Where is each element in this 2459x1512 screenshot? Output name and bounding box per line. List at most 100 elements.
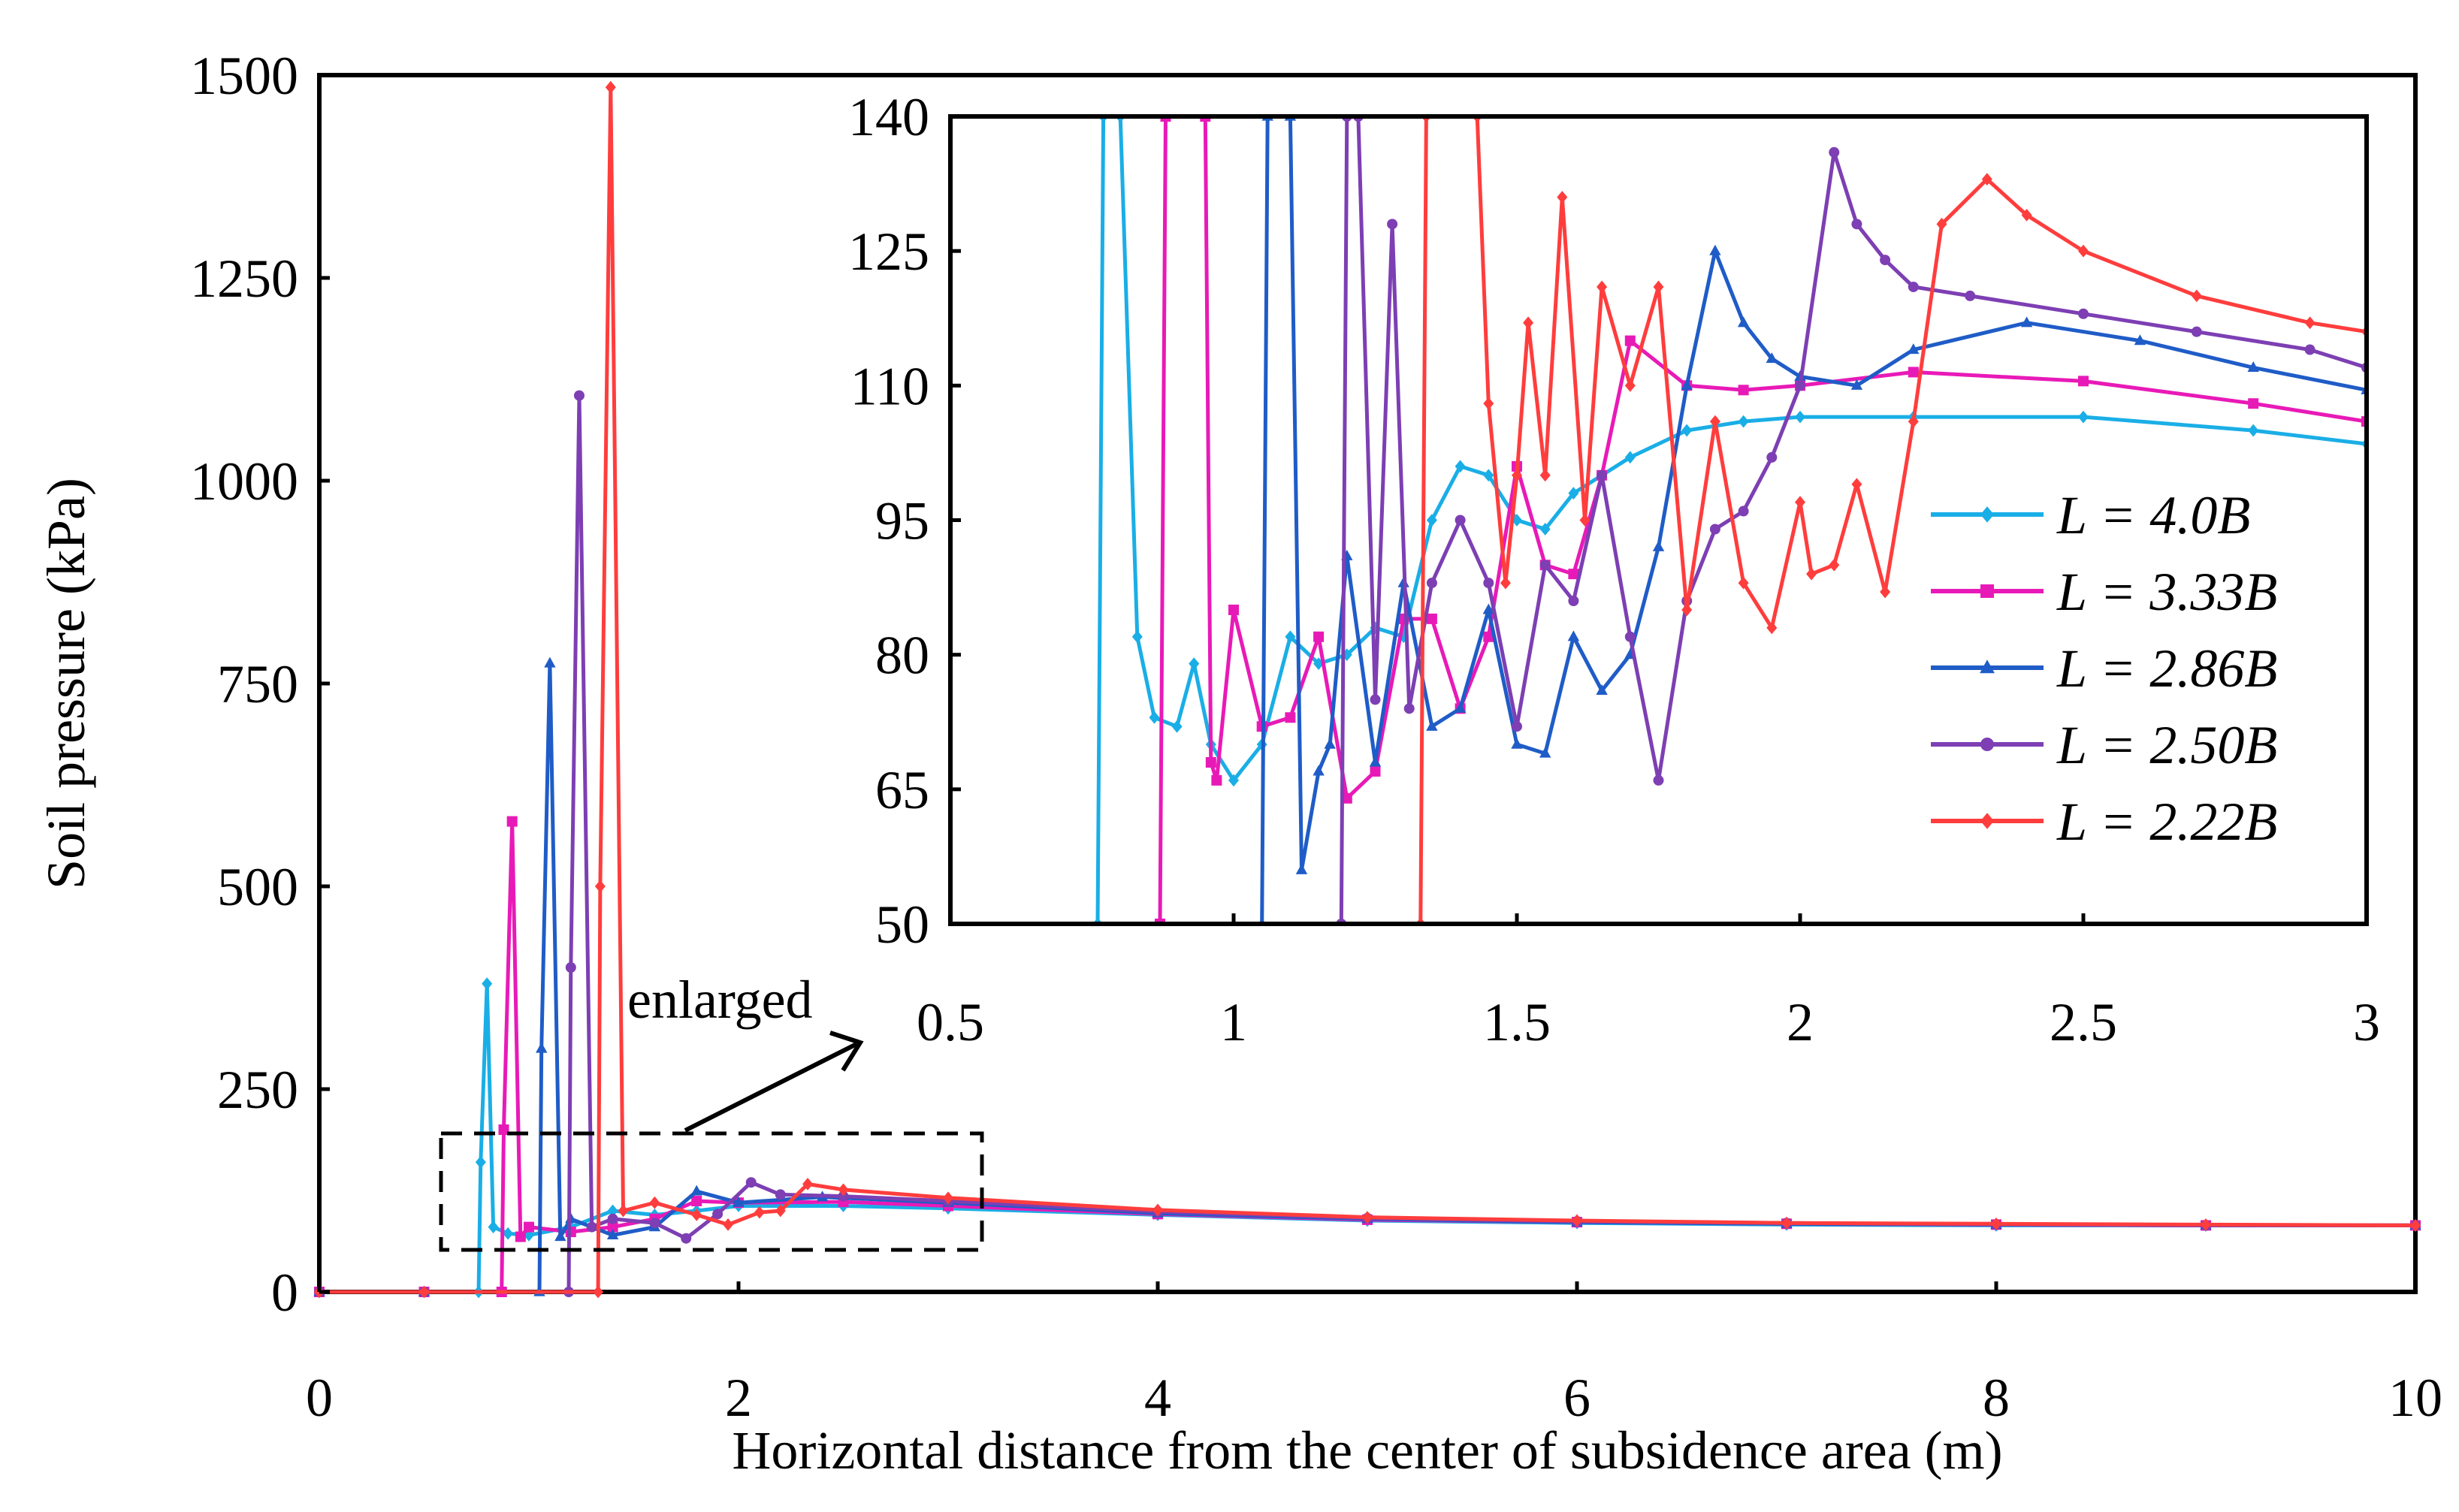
- x-tick-label: 1.5: [1483, 992, 1551, 1052]
- data-point-l-3-33b: [2078, 376, 2089, 387]
- data-point-l-2-50b: [1512, 721, 1522, 732]
- data-point-l-3-33b: [1313, 631, 1325, 642]
- legend-entry-l-2-86b: L = 2.86B: [1931, 638, 2277, 699]
- x-tick-label: 3: [2353, 992, 2380, 1052]
- data-point-l-3-33b: [506, 816, 518, 827]
- data-point-l-2-86b: [1324, 738, 1336, 749]
- data-point-l-3-33b: [1228, 604, 1239, 615]
- data-point-l-2-22b: [2201, 1218, 2211, 1231]
- legend-swatch-marker: [1980, 813, 1994, 829]
- data-point-l-2-86b: [554, 1230, 566, 1242]
- y-tick-label: 1000: [190, 451, 298, 512]
- data-point-l-3-33b: [1341, 792, 1352, 804]
- data-point-l-2-86b: [1511, 738, 1523, 749]
- legend-label: L = 2.86B: [2056, 638, 2277, 699]
- data-point-l-2-86b: [1652, 540, 1665, 551]
- data-point-l-2-22b: [1806, 567, 1817, 581]
- data-point-l-2-50b: [1709, 524, 1720, 535]
- y-tick-label: 0: [271, 1263, 298, 1323]
- y-tick-label: 50: [875, 895, 929, 955]
- data-point-l-2-86b: [1850, 379, 1863, 390]
- data-point-l-3-33b: [2248, 398, 2259, 409]
- data-point-l-2-50b: [1965, 290, 1976, 301]
- data-point-l-2-22b: [691, 1209, 702, 1221]
- data-point-l-4-0b: [1624, 451, 1636, 464]
- data-point-l-4-0b: [1483, 469, 1494, 482]
- data-point-l-2-22b: [1738, 576, 1749, 590]
- data-point-l-2-22b: [594, 880, 606, 893]
- data-point-l-2-22b: [2021, 208, 2032, 222]
- data-point-l-2-50b: [1829, 146, 1840, 158]
- y-tick-label: 95: [875, 491, 929, 551]
- data-point-l-2-22b: [618, 1204, 629, 1218]
- data-point-l-4-0b: [488, 1221, 499, 1233]
- data-point-l-2-22b: [605, 80, 616, 94]
- data-point-l-2-86b: [1681, 379, 1693, 390]
- data-point-l-2-22b: [775, 1204, 786, 1218]
- legend-swatch-marker: [1980, 738, 1994, 751]
- data-point-l-3-33b: [1205, 757, 1216, 768]
- data-point-l-4-0b: [1795, 410, 1805, 424]
- data-point-l-2-22b: [1709, 415, 1720, 428]
- data-point-l-3-33b: [1370, 765, 1381, 777]
- data-point-l-2-22b: [649, 1196, 660, 1209]
- data-point-l-2-22b: [2410, 1219, 2421, 1232]
- data-point-l-2-22b: [723, 1218, 734, 1231]
- data-point-l-2-86b: [733, 1196, 745, 1207]
- data-point-l-4-0b: [1568, 487, 1579, 500]
- series-l-2-22b: [314, 80, 2421, 1299]
- data-point-l-2-22b: [1795, 496, 1805, 509]
- data-point-l-2-50b: [1766, 451, 1778, 463]
- data-point-l-2-50b: [2191, 326, 2202, 337]
- data-point-l-4-0b: [1149, 711, 1160, 724]
- legend-entry-l-2-22b: L = 2.22B: [1931, 792, 2277, 852]
- data-point-l-2-86b: [1426, 720, 1438, 731]
- inset-background: [950, 116, 2367, 924]
- y-tick-label: 80: [875, 626, 929, 686]
- data-point-l-3-33b: [1738, 385, 1749, 396]
- data-point-l-4-0b: [1539, 523, 1551, 536]
- data-point-l-2-22b: [1981, 173, 1992, 186]
- data-point-l-2-50b: [607, 1213, 618, 1224]
- data-point-l-3-33b: [524, 1221, 534, 1233]
- data-point-l-2-22b: [1579, 514, 1590, 527]
- data-point-l-4-0b: [1426, 514, 1437, 527]
- legend-swatch-marker: [1980, 659, 1995, 674]
- data-point-l-2-50b: [838, 1191, 849, 1202]
- data-point-l-2-22b: [2191, 289, 2202, 303]
- data-point-l-2-86b: [690, 1185, 702, 1196]
- data-point-l-4-0b: [475, 1155, 486, 1169]
- data-point-l-2-86b: [1313, 765, 1325, 776]
- data-point-l-2-86b: [2134, 334, 2146, 346]
- y-tick-label: 500: [217, 857, 298, 917]
- data-point-l-2-50b: [1403, 703, 1415, 714]
- legend-label: L = 4.0B: [2056, 485, 2250, 545]
- data-point-l-2-50b: [1483, 578, 1494, 589]
- data-point-l-2-22b: [1681, 603, 1693, 617]
- data-point-l-2-50b: [649, 1218, 660, 1229]
- legend-entry-l-3-33b: L = 3.33B: [1931, 562, 2277, 622]
- data-point-l-2-86b: [1737, 316, 1750, 327]
- x-tick-label: 1: [1220, 992, 1247, 1052]
- data-point-l-2-22b: [418, 1285, 430, 1299]
- data-point-l-4-0b: [2078, 410, 2089, 424]
- y-tick-label: 65: [875, 760, 929, 820]
- data-point-l-4-0b: [1171, 720, 1183, 733]
- data-point-l-2-50b: [1539, 560, 1551, 571]
- data-point-l-2-50b: [745, 1177, 757, 1188]
- data-point-l-2-22b: [943, 1191, 953, 1205]
- data-point-l-2-22b: [802, 1177, 814, 1191]
- legend-label: L = 2.50B: [2056, 715, 2277, 775]
- data-point-l-2-86b: [544, 656, 556, 668]
- data-point-l-4-0b: [2248, 424, 2259, 437]
- data-point-l-2-50b: [1568, 596, 1579, 606]
- data-point-l-2-50b: [1738, 506, 1749, 517]
- data-point-l-2-22b: [1766, 621, 1778, 635]
- data-point-l-4-0b: [1189, 657, 1200, 671]
- inset-series-group: [1092, 116, 2367, 924]
- data-point-l-2-22b: [1597, 280, 1608, 294]
- data-point-l-2-86b: [1295, 863, 1308, 874]
- data-point-l-2-22b: [1523, 316, 1534, 330]
- data-point-l-2-86b: [1766, 352, 1778, 364]
